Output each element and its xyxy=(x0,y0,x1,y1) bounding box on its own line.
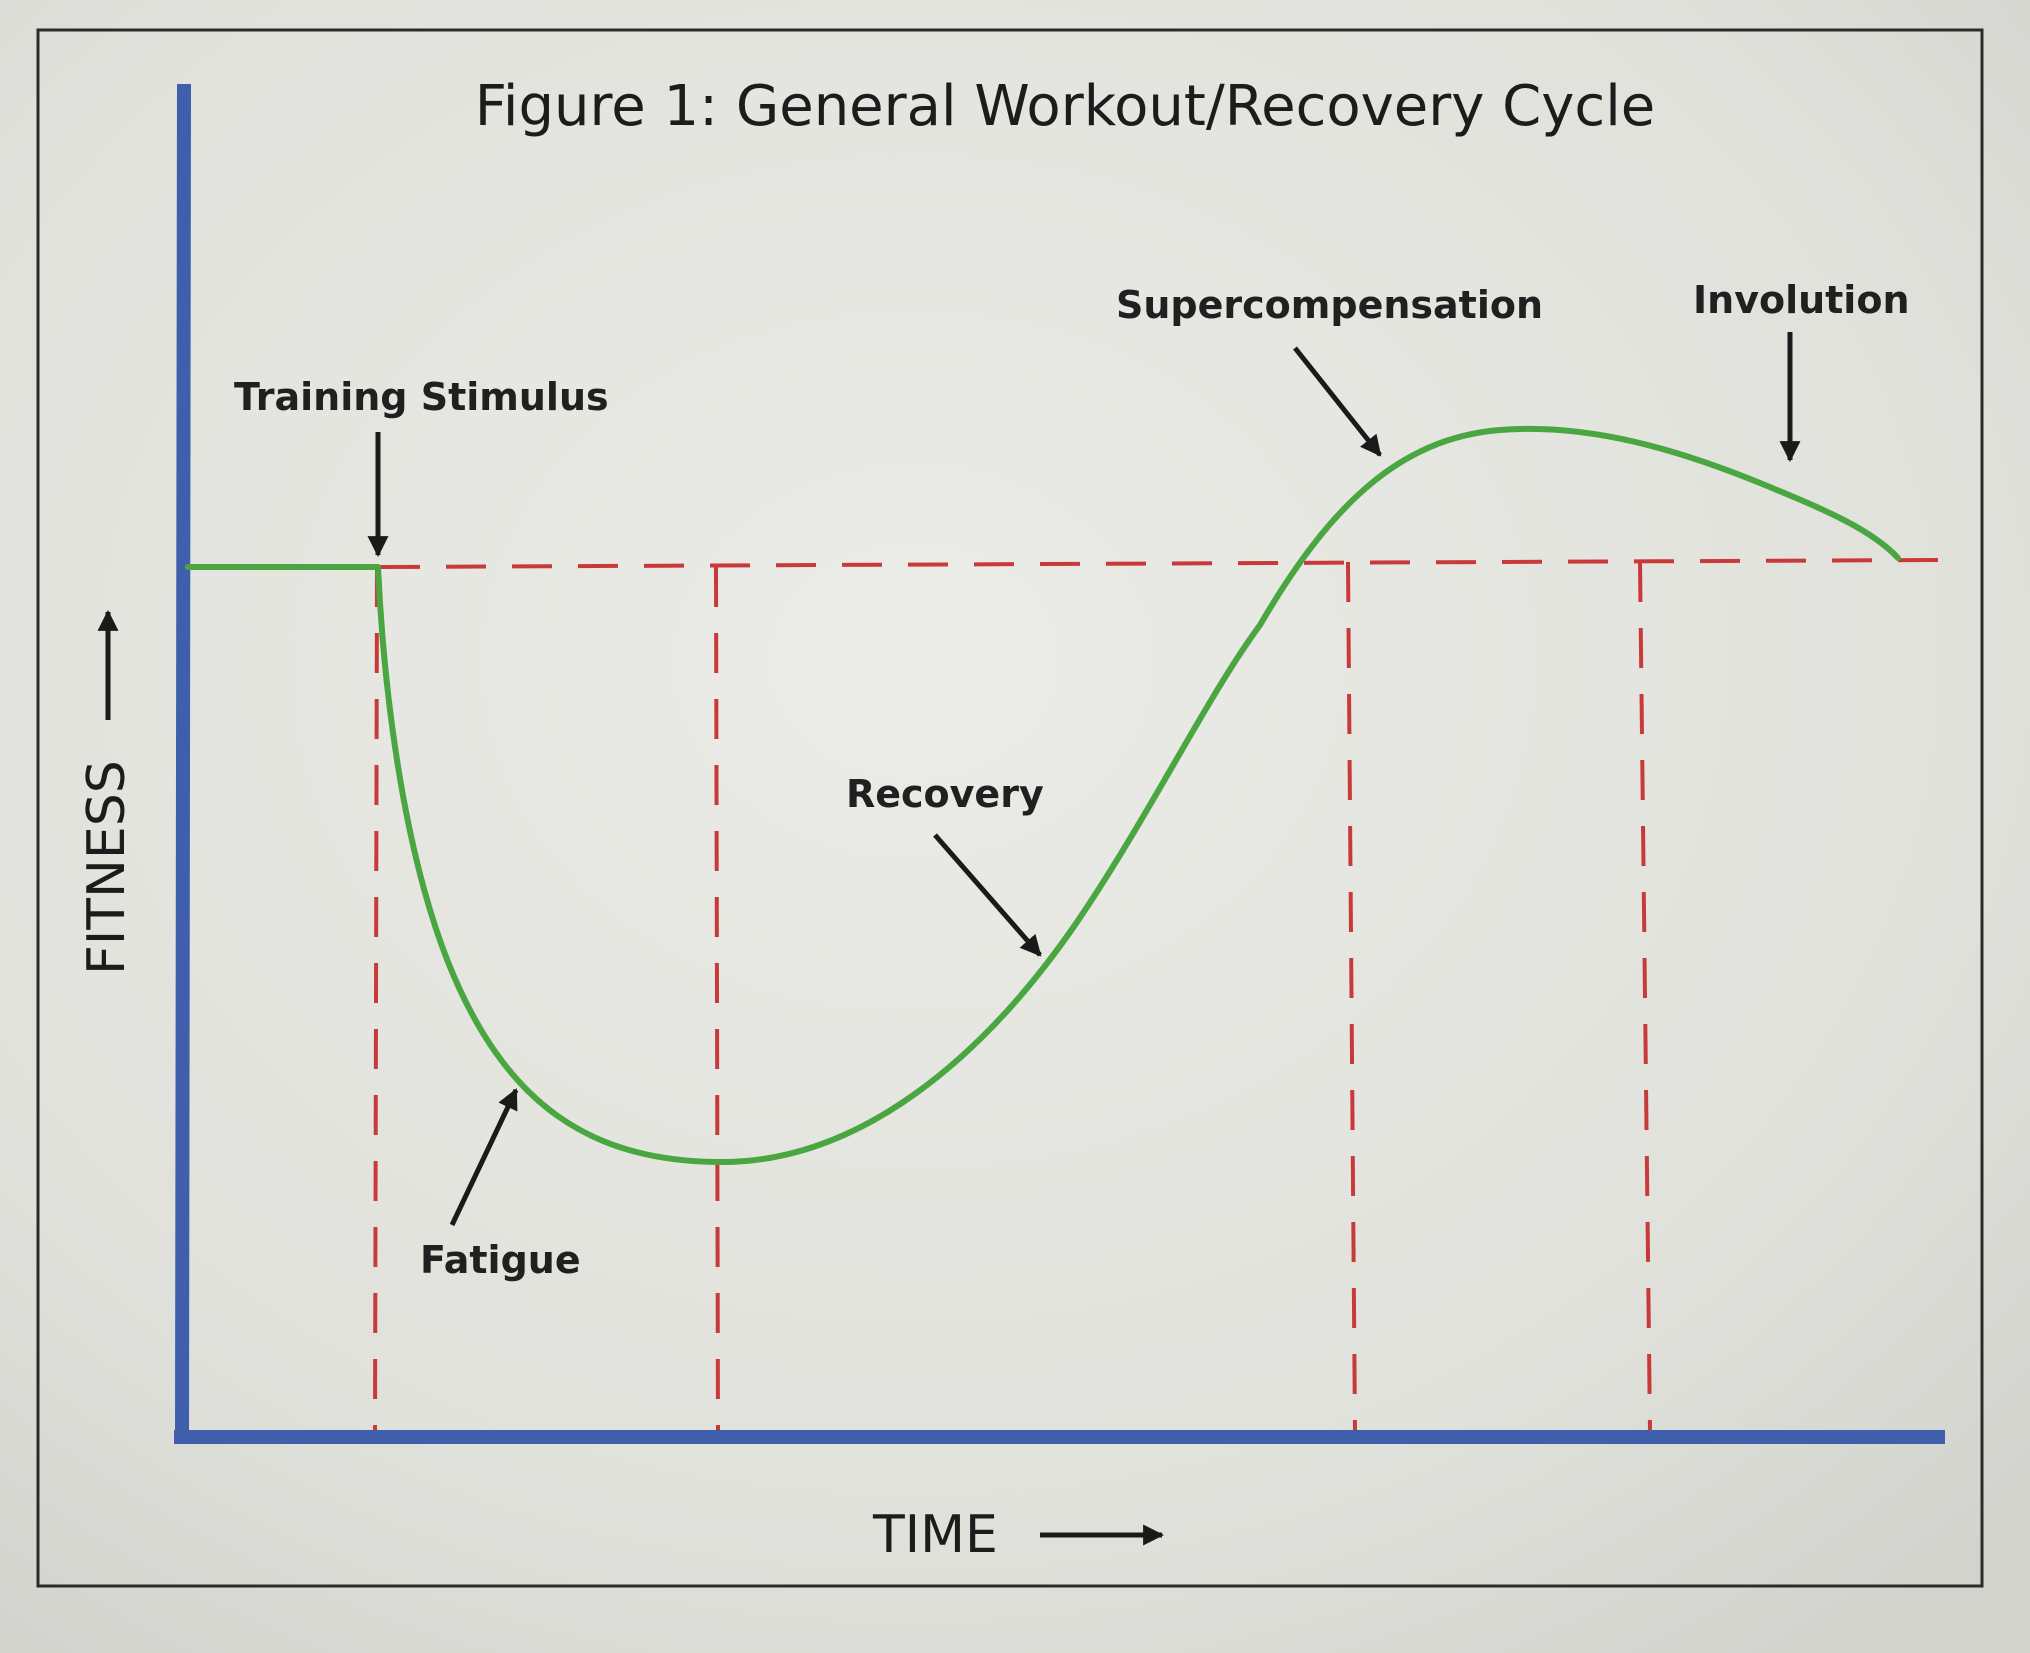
figure-title: Figure 1: General Workout/Recovery Cycle xyxy=(475,74,1655,139)
label-training-stimulus: Training Stimulus xyxy=(234,375,609,419)
y-axis-label: FITNESS xyxy=(77,760,137,975)
label-supercompensation: Supercompensation xyxy=(1116,283,1543,327)
phase-guide-supercompensation-end xyxy=(1638,561,1652,1433)
label-involution: Involution xyxy=(1693,278,1910,322)
y-axis xyxy=(175,83,191,1441)
phase-guide-stimulus xyxy=(373,566,379,1433)
x-axis-label: TIME xyxy=(872,1505,998,1565)
label-recovery: Recovery xyxy=(846,772,1044,816)
label-fatigue: Fatigue xyxy=(420,1238,581,1282)
arrow-fatigue xyxy=(449,1088,519,1227)
arrow-recovery xyxy=(933,833,1042,957)
y-axis-label-group: FITNESS xyxy=(77,760,137,975)
phase-guide-fatigue-end xyxy=(714,566,720,1433)
fitness-curve xyxy=(185,425,1901,1166)
arrow-supercompensation xyxy=(1293,346,1382,457)
figure-frame xyxy=(36,28,1984,1588)
phase-guide-recovery-end xyxy=(1346,561,1357,1433)
